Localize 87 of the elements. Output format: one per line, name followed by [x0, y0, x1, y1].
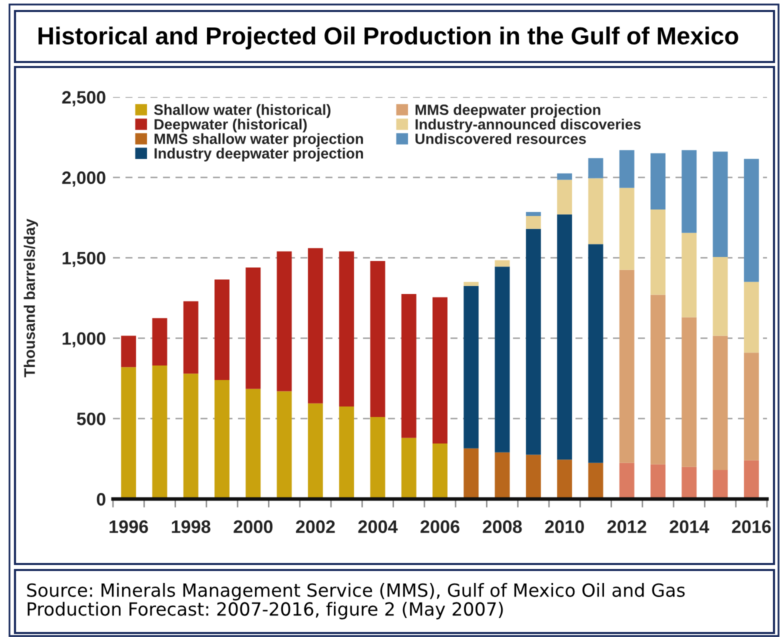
bar: [682, 317, 697, 467]
x-tick-label: 2010: [545, 520, 584, 534]
bar: [682, 232, 697, 318]
source-note: Source: Minerals Management Service (MMS), Gulf of Mexico Oil and Gas Production Forecast: 2007-2016, figure 2 (May 2007): [27, 583, 685, 620]
bar: [526, 454, 541, 499]
bar: [650, 153, 666, 210]
bar: [432, 297, 448, 444]
legend-label: MMS deepwater projection: [416, 104, 600, 118]
bar: [744, 158, 759, 282]
bar: [744, 352, 759, 460]
bar: [121, 367, 136, 499]
bar: [214, 380, 230, 499]
legend-label: Industry deepwater projection: [154, 148, 363, 162]
bar: [650, 294, 666, 464]
bar: [370, 416, 386, 499]
y-axis-title: Thousand barrels/day: [24, 218, 38, 378]
x-tick-label: 2016: [732, 520, 771, 534]
bar: [557, 214, 572, 460]
bar: [121, 336, 136, 368]
bar: [526, 216, 541, 229]
bar: [588, 178, 604, 244]
legend-label: Industry-announced discoveries: [416, 118, 641, 132]
x-tick-label: 2006: [420, 520, 460, 534]
x-tick-label: 2014: [670, 520, 710, 534]
bar: [588, 462, 604, 499]
legend-label: Deepwater (historical): [154, 118, 307, 132]
bar: [339, 406, 354, 499]
y-tick-label: 2,500: [62, 91, 106, 106]
bar: [370, 261, 386, 417]
bar: [619, 150, 634, 188]
bar: [494, 266, 510, 452]
bar: [682, 150, 697, 233]
bar: [494, 452, 510, 499]
y-tick-label: 0: [96, 493, 106, 506]
x-tick-label: 2012: [607, 520, 646, 534]
bar: [432, 444, 448, 499]
bar: [712, 336, 728, 470]
legend-label: MMS shallow water projection: [154, 133, 363, 147]
bar: [650, 210, 666, 295]
bar: [308, 403, 323, 499]
bar: [183, 374, 198, 499]
legend-label: Shallow water (historical): [154, 104, 330, 118]
bar: [557, 180, 572, 214]
x-tick-label: 2008: [482, 520, 522, 534]
legend-label: Undiscovered resources: [416, 133, 586, 144]
x-tick-label: 2004: [358, 520, 398, 534]
bar: [712, 256, 728, 336]
bar: [619, 188, 634, 270]
bar: [339, 251, 354, 407]
bar: [557, 173, 572, 180]
bar: [183, 301, 198, 374]
bar: [650, 464, 666, 499]
bar: [276, 251, 292, 392]
bar: [152, 366, 168, 499]
bar: [464, 282, 479, 286]
y-tick-label: 1,500: [62, 252, 106, 267]
bar: [464, 448, 479, 499]
x-tick-label: 2000: [234, 520, 272, 534]
chart-title: Historical and Projected Oil Production in the Gulf of Mexico: [38, 26, 738, 50]
y-tick-label: 1,000: [62, 332, 106, 348]
bar: [557, 460, 572, 499]
bar: [276, 391, 292, 499]
bar: [588, 244, 604, 463]
bar: [246, 267, 261, 389]
bar: [214, 280, 230, 380]
bar: [526, 228, 541, 455]
bar: [619, 270, 634, 463]
bar: [526, 212, 541, 216]
bar: [682, 466, 697, 499]
bar: [464, 286, 479, 448]
bar: [588, 158, 604, 178]
bar: [619, 462, 634, 499]
bar: [401, 294, 416, 438]
y-tick-label: 2,000: [62, 171, 106, 187]
y-tick-label: 500: [76, 412, 106, 426]
bar: [744, 282, 759, 353]
x-tick-label: 1996: [110, 520, 148, 534]
bar: [712, 152, 728, 257]
bar: [744, 460, 759, 499]
x-tick-label: 2002: [296, 520, 335, 534]
bar: [152, 318, 168, 366]
bar: [401, 438, 416, 499]
bar: [246, 388, 261, 499]
bar: [494, 260, 510, 267]
x-tick-label: 1998: [172, 520, 210, 534]
bar: [712, 470, 728, 499]
bar: [308, 248, 323, 404]
